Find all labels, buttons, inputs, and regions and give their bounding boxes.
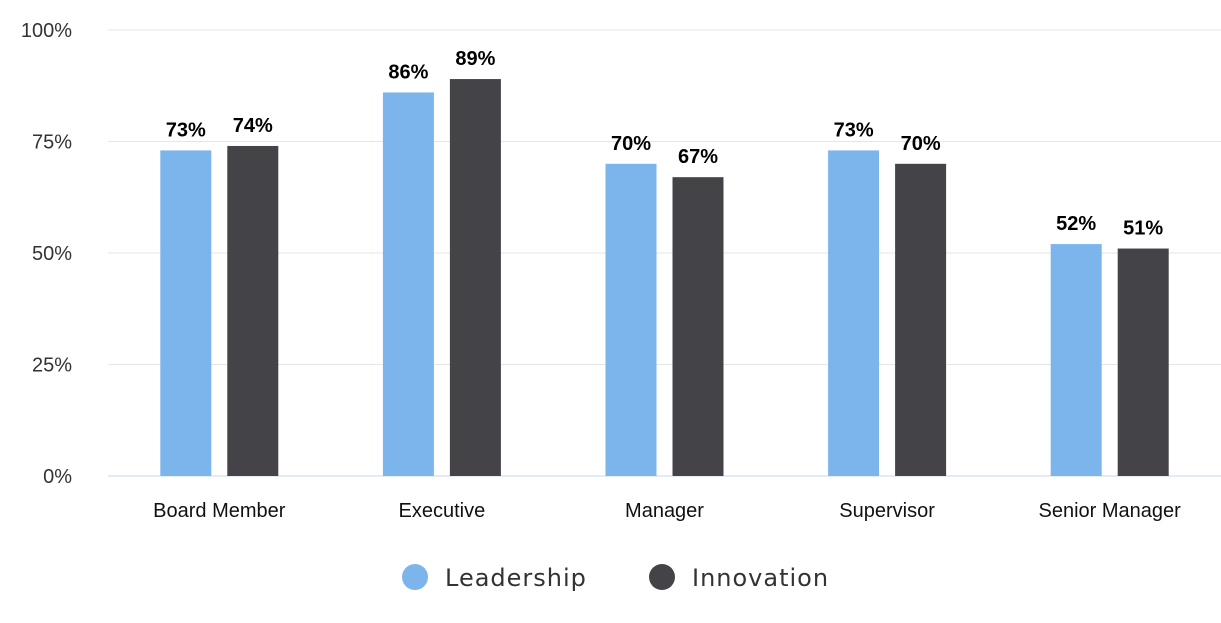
legend-label: Leadership [445, 564, 587, 592]
data-label: 52% [1056, 213, 1096, 235]
legend-label: Innovation [692, 564, 829, 592]
y-tick-label: 25% [32, 355, 72, 377]
bar-innovation [1117, 248, 1169, 476]
bar-leadership [160, 150, 212, 477]
bar-innovation [449, 79, 501, 476]
data-label: 89% [455, 48, 495, 70]
y-tick-label: 0% [43, 466, 72, 488]
y-tick-label: 75% [32, 132, 72, 154]
bar-leadership [828, 150, 880, 477]
x-tick-label: Senior Manager [1039, 500, 1182, 522]
bar-leadership [605, 163, 657, 477]
bar-innovation [227, 145, 279, 476]
y-tick-label: 50% [32, 243, 72, 265]
x-tick-label: Executive [399, 500, 486, 522]
data-label: 70% [611, 133, 651, 155]
data-label: 73% [166, 119, 206, 141]
data-label: 74% [233, 115, 273, 137]
y-tick-label: 100% [21, 20, 72, 42]
bar-innovation [672, 177, 724, 476]
data-label: 86% [388, 61, 428, 83]
data-label: 67% [678, 146, 718, 168]
legend-marker-innovation [649, 564, 675, 590]
x-tick-label: Board Member [153, 500, 286, 522]
bar-leadership [382, 92, 434, 476]
x-tick-label: Supervisor [839, 500, 935, 522]
bar-leadership [1050, 244, 1102, 476]
x-tick-label: Manager [625, 500, 704, 522]
data-label: 51% [1123, 218, 1163, 240]
data-label: 70% [901, 133, 941, 155]
data-label: 73% [834, 119, 874, 141]
bar-innovation [895, 163, 947, 477]
legend-marker-leadership [402, 564, 428, 590]
